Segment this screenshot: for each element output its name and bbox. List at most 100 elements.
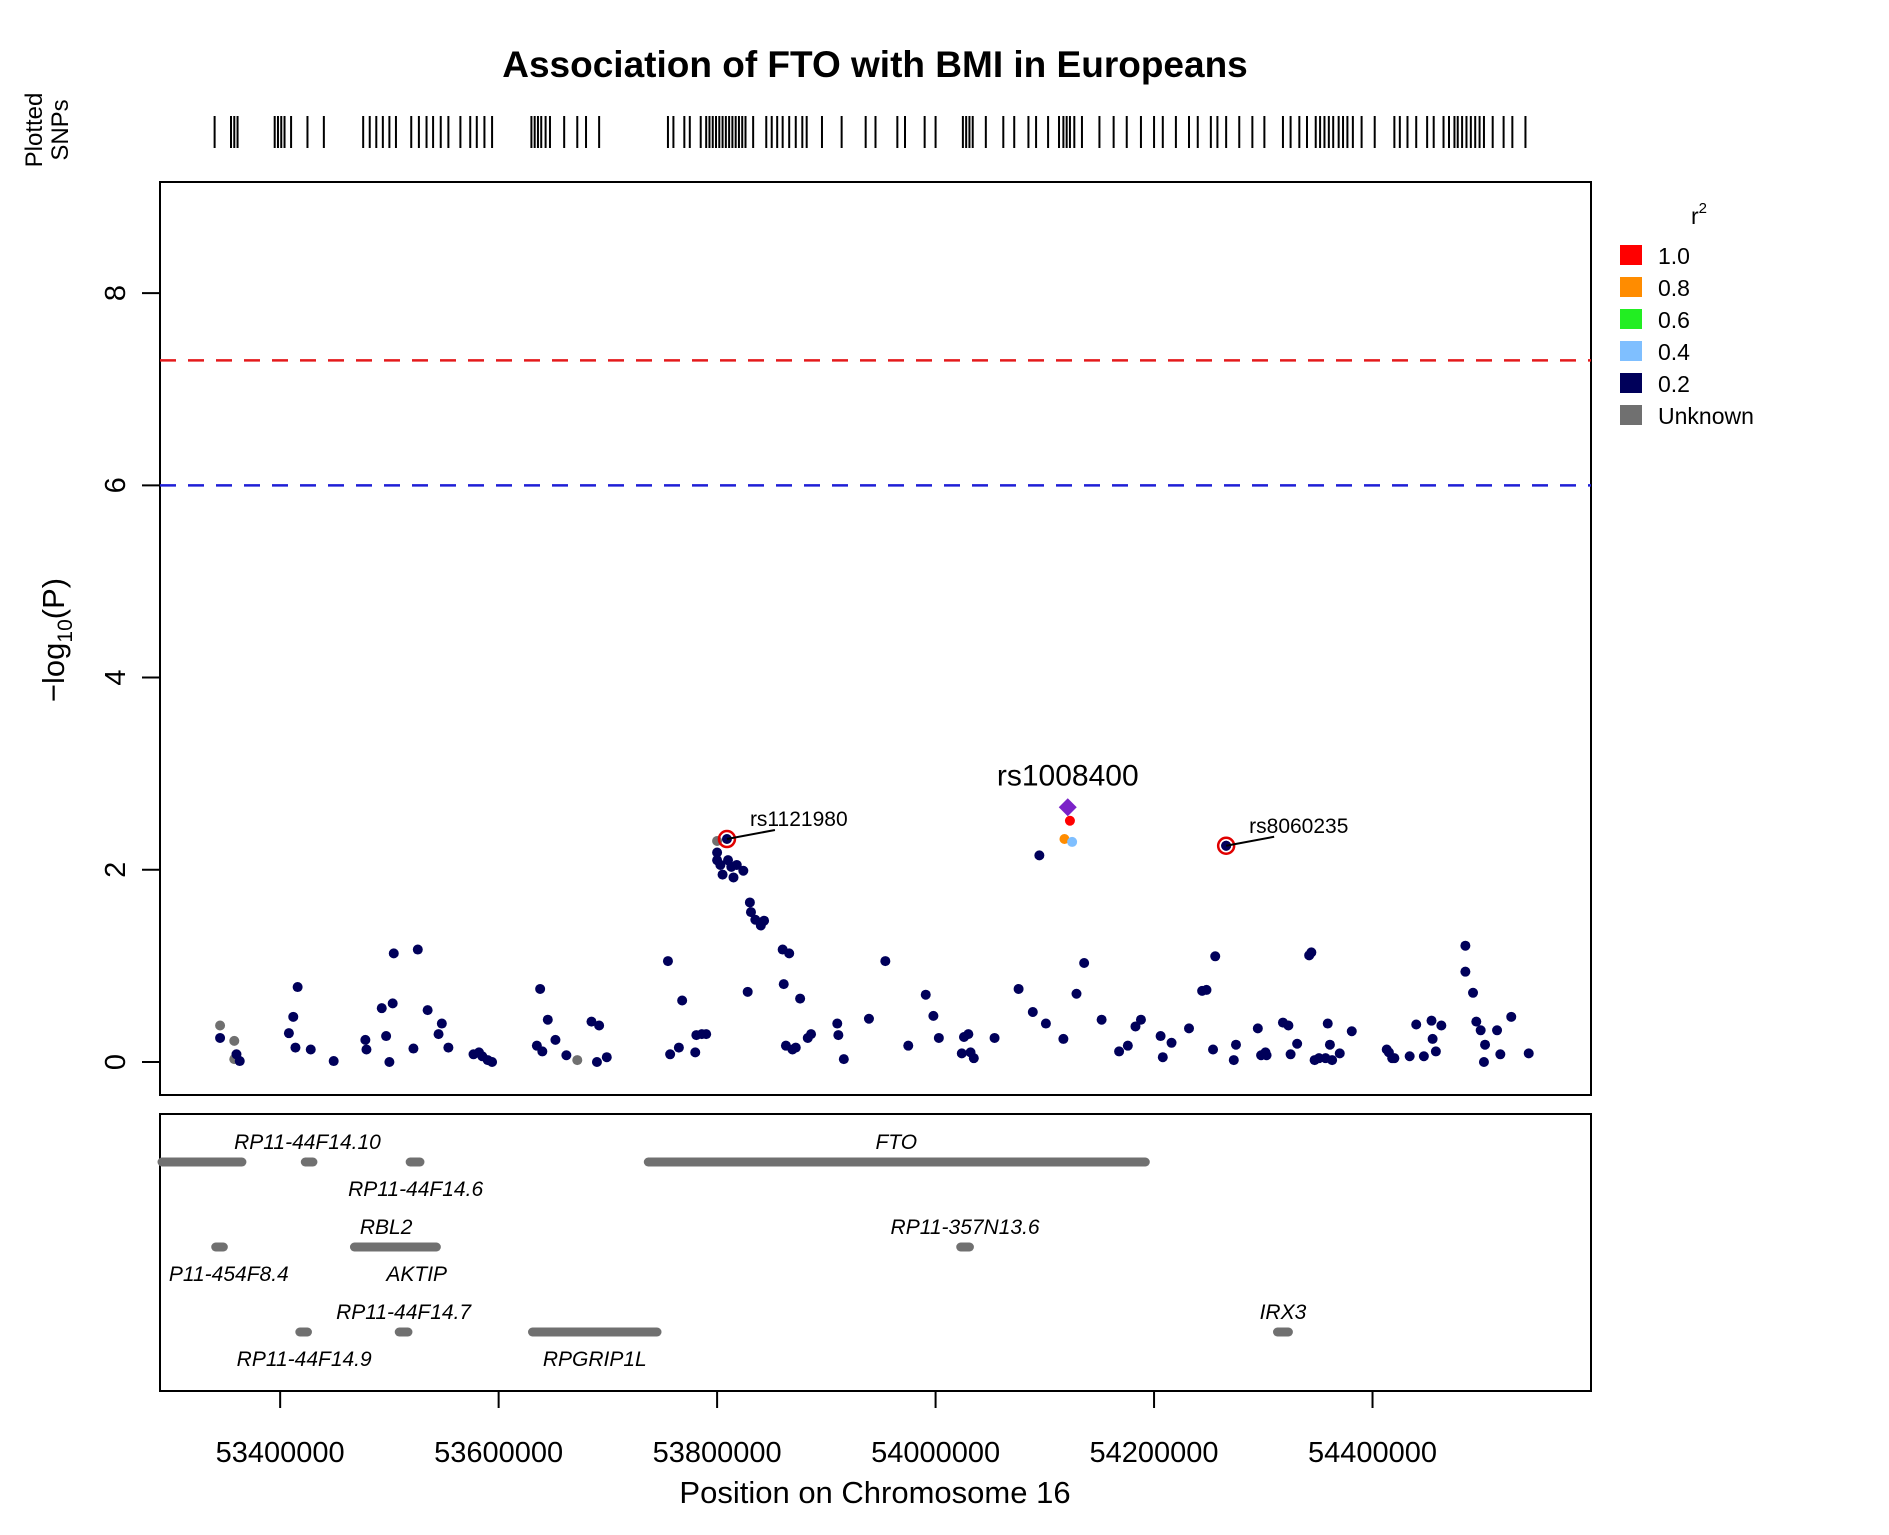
highlighted-snp-ring — [1216, 836, 1236, 855]
snp-point — [288, 1011, 299, 1022]
snp-point — [1471, 1016, 1482, 1027]
snp-point — [535, 983, 546, 994]
y-axis-label-subscript: 10 — [54, 619, 77, 642]
gene-label: RP11-44F14.9 — [237, 1348, 372, 1371]
legend-swatch — [1620, 277, 1642, 297]
gene-label: AKTIP — [384, 1263, 447, 1286]
snp-point — [1013, 983, 1024, 994]
snp-point — [283, 1028, 294, 1039]
snp-point — [989, 1032, 1000, 1043]
snp-annotations: rs1008400 rs1121980 rs8060235 — [717, 759, 1348, 855]
snp-point — [537, 1046, 548, 1057]
snp-point — [1322, 1018, 1333, 1029]
legend-label: 0.2 — [1658, 371, 1690, 397]
gene-label: RPGRIP1L — [543, 1348, 647, 1371]
snp-point — [412, 944, 423, 955]
snp-point — [376, 1003, 387, 1014]
snp-point — [1523, 1048, 1534, 1059]
snp-point — [1334, 1048, 1345, 1059]
snp-point — [229, 1035, 240, 1046]
snp-point — [956, 1048, 967, 1059]
x-tick-label: 53600000 — [434, 1437, 563, 1469]
rug-label-line1: Plotted — [21, 93, 48, 168]
snp-point — [1071, 988, 1082, 999]
snp-point — [487, 1057, 498, 1067]
snp-point — [1468, 987, 1479, 998]
snp-point — [1252, 1023, 1263, 1034]
snp-point — [1480, 1039, 1491, 1050]
snp-point — [215, 1020, 226, 1031]
snp-point — [1067, 836, 1078, 847]
x-tick-label: 53800000 — [653, 1437, 782, 1469]
snp-points — [215, 815, 1534, 1067]
snp-point — [1324, 1039, 1335, 1050]
snp-point — [963, 1029, 974, 1040]
y-axis-label-tail: (P) — [36, 578, 71, 619]
legend-title-superscript: 2 — [1699, 200, 1707, 217]
snp-point — [738, 865, 749, 876]
snp-point — [1114, 1046, 1125, 1057]
snp-point — [1436, 1020, 1447, 1031]
snp-point — [408, 1043, 419, 1054]
snp-point — [742, 986, 753, 997]
snp-point — [1327, 1055, 1338, 1066]
snp-point — [1430, 1046, 1441, 1057]
snp-point — [920, 989, 931, 1000]
snp-point — [1155, 1031, 1166, 1042]
x-axis: 53400000 53600000 53800000 54000000 54200000… — [216, 1391, 1437, 1469]
gene-label: RP11-44F14.10 — [234, 1131, 381, 1154]
snp-point — [838, 1054, 849, 1065]
snp-point — [863, 1013, 874, 1024]
snp-point — [759, 915, 770, 926]
legend-label: 0.4 — [1658, 339, 1690, 365]
snp-point — [1034, 850, 1045, 861]
legend-label: 1.0 — [1658, 243, 1690, 269]
snp-point — [933, 1032, 944, 1043]
snp-point — [591, 1057, 602, 1067]
snp-point — [903, 1040, 914, 1051]
snp-point — [1230, 1039, 1241, 1050]
highlighted-snp-ring — [717, 829, 737, 849]
snp-point — [1201, 984, 1212, 995]
legend-swatch — [1620, 341, 1642, 361]
legend-swatch — [1620, 373, 1642, 393]
snp-point — [833, 1030, 844, 1041]
snp-point — [215, 1032, 226, 1043]
y-tick-label: 6 — [100, 477, 132, 493]
gene-label: FTO — [875, 1131, 917, 1154]
snp-point — [790, 1042, 801, 1053]
snp-point — [1096, 1014, 1107, 1025]
y-axis: 0 2 4 6 8 — [100, 285, 160, 1070]
snp-point — [1122, 1040, 1133, 1051]
legend-swatch — [1620, 405, 1642, 425]
gene-track: RP11-44F14.10 RP11-44F14.6 FTO P11-454F8.4 R… — [157, 1131, 1307, 1371]
y-tick-label: 2 — [100, 862, 132, 878]
x-tick-label: 54200000 — [1090, 1437, 1219, 1469]
snp-point — [387, 998, 398, 1009]
snp-point — [1460, 940, 1471, 951]
plotted-snps-rug — [213, 116, 1527, 148]
snp-point — [422, 1005, 433, 1016]
snp-point — [305, 1044, 316, 1055]
highlighted-snp-label: rs1121980 — [750, 808, 848, 831]
snp-point — [361, 1044, 372, 1055]
chart-title: Association of FTO with BMI in Europeans — [502, 44, 1248, 85]
snp-point — [1027, 1007, 1038, 1018]
snp-point — [1058, 1033, 1069, 1044]
snp-point — [806, 1029, 817, 1040]
snp-point — [717, 869, 728, 880]
snp-point — [1157, 1052, 1168, 1063]
snp-point — [715, 859, 726, 870]
snp-point — [728, 872, 739, 883]
snp-point — [586, 1016, 597, 1027]
snp-point — [572, 1055, 583, 1066]
snp-point — [778, 979, 789, 990]
snp-point — [1389, 1053, 1400, 1064]
snp-point — [1506, 1011, 1517, 1022]
snp-point — [360, 1034, 371, 1045]
snp-point — [1285, 1049, 1296, 1060]
x-axis-label: Position on Chromosome 16 — [679, 1475, 1070, 1510]
snp-point — [542, 1014, 553, 1025]
gene-track-frame — [159, 1113, 1592, 1392]
snp-point — [1292, 1038, 1303, 1049]
